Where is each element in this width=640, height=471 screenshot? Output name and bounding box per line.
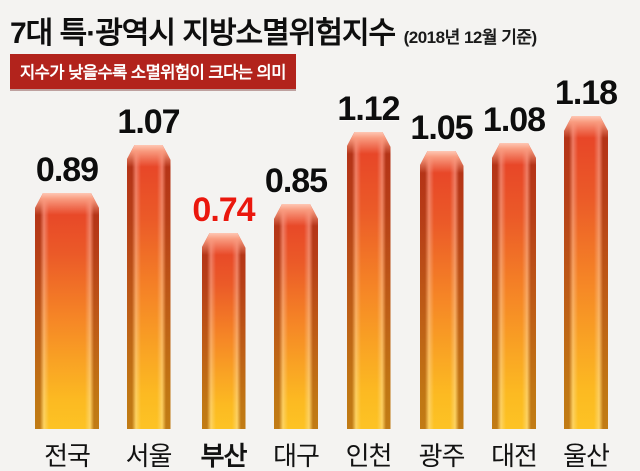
value-label-대전: 1.08 — [482, 101, 546, 139]
value-label-울산: 1.18 — [554, 74, 618, 112]
category-label-전국: 전국 — [44, 441, 91, 471]
bar-전국 — [35, 193, 99, 429]
value-label-인천: 1.12 — [337, 90, 400, 128]
value-label-서울: 1.07 — [117, 103, 180, 141]
bar-울산 — [564, 116, 608, 429]
bar-광주 — [420, 151, 464, 429]
bar-부산 — [202, 233, 246, 429]
subtitle-badge: 지수가 낮을수록 소멸위험이 크다는 의미 — [10, 54, 296, 89]
category-label-인천: 인천 — [345, 441, 393, 471]
bar-대전 — [492, 143, 536, 429]
value-label-광주: 1.05 — [410, 109, 473, 147]
category-label-대구: 대구 — [273, 441, 320, 471]
category-label-부산: 부산 — [200, 441, 248, 471]
category-label-울산: 울산 — [563, 441, 610, 471]
bar-서울 — [127, 145, 171, 429]
header: 7대 특·광역시 지방소멸위험지수 (2018년 12월 기준) — [10, 8, 634, 52]
bar-인천 — [347, 132, 391, 429]
value-label-전국: 0.89 — [35, 151, 99, 189]
title-date-suffix: (2018년 12월 기준) — [403, 28, 538, 47]
category-label-서울: 서울 — [125, 441, 173, 471]
page-title: 7대 특·광역시 지방소멸위험지수 — [10, 17, 396, 50]
bar-대구 — [274, 204, 318, 429]
category-label-광주: 광주 — [418, 441, 466, 471]
category-label-대전: 대전 — [491, 441, 538, 471]
value-label-대구: 0.85 — [264, 162, 328, 200]
value-label-부산: 0.74 — [192, 191, 255, 229]
